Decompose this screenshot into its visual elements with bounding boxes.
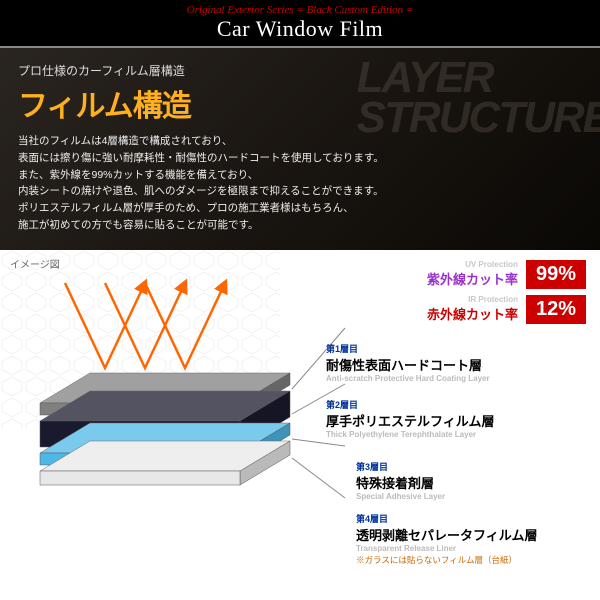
callout-layer-2: 第2層目 厚手ポリエステルフィルム層 Thick Polyethylene Te…: [326, 398, 586, 439]
callout-3-num: 第3層目: [356, 460, 586, 473]
callout-4-en: Transparent Release Liner: [356, 544, 586, 553]
callout-layer-3: 第3層目 特殊接着剤層 Special Adhesive Layer: [356, 460, 586, 501]
layers-diagram: [10, 278, 350, 568]
hero-body: 当社のフィルムは4層構造で構成されており、表面には擦り傷に強い耐摩耗性・耐傷性の…: [18, 133, 582, 234]
callout-2-jp: 厚手ポリエステルフィルム層: [326, 411, 586, 430]
header-title: Car Window Film: [0, 16, 600, 42]
diagram-section: イメージ図 UV Protection 紫外線カット率 99% IR Prote…: [0, 250, 600, 584]
stat-ir-value: 12%: [526, 295, 586, 324]
stats-block: UV Protection 紫外線カット率 99% IR Protection …: [316, 260, 586, 330]
callout-1-jp: 耐傷性表面ハードコート層: [326, 355, 586, 374]
hero-bg-text: LAYERSTRUCTURE: [357, 58, 600, 137]
callout-1-num: 第1層目: [326, 342, 586, 355]
callout-3-jp: 特殊接着剤層: [356, 473, 586, 492]
stat-uv: UV Protection 紫外線カット率 99%: [316, 260, 586, 289]
stat-uv-en: UV Protection: [316, 260, 518, 269]
header: Original Exterior Series = Black Custom …: [0, 0, 600, 48]
callout-layer-1: 第1層目 耐傷性表面ハードコート層 Anti-scratch Protectiv…: [326, 342, 586, 383]
callout-1-en: Anti-scratch Protective Hard Coating Lay…: [326, 374, 586, 383]
callout-layer-4: 第4層目 透明剥離セパレータフィルム層 Transparent Release …: [356, 512, 586, 566]
header-series: Original Exterior Series = Black Custom …: [0, 4, 600, 16]
callout-2-en: Thick Polyethylene Terephthalate Layer: [326, 430, 586, 439]
callout-4-num: 第4層目: [356, 512, 586, 525]
callout-4-jp: 透明剥離セパレータフィルム層: [356, 525, 586, 544]
stat-ir: IR Protection 赤外線カット率 12%: [316, 295, 586, 324]
stat-uv-value: 99%: [526, 260, 586, 289]
callout-2-num: 第2層目: [326, 398, 586, 411]
callout-4-note: ※ガラスには貼らないフィルム層（台紙）: [356, 554, 586, 566]
callout-3-en: Special Adhesive Layer: [356, 492, 586, 501]
hero-section: LAYERSTRUCTURE プロ仕様のカーフィルム層構造 フィルム構造 当社の…: [0, 48, 600, 250]
